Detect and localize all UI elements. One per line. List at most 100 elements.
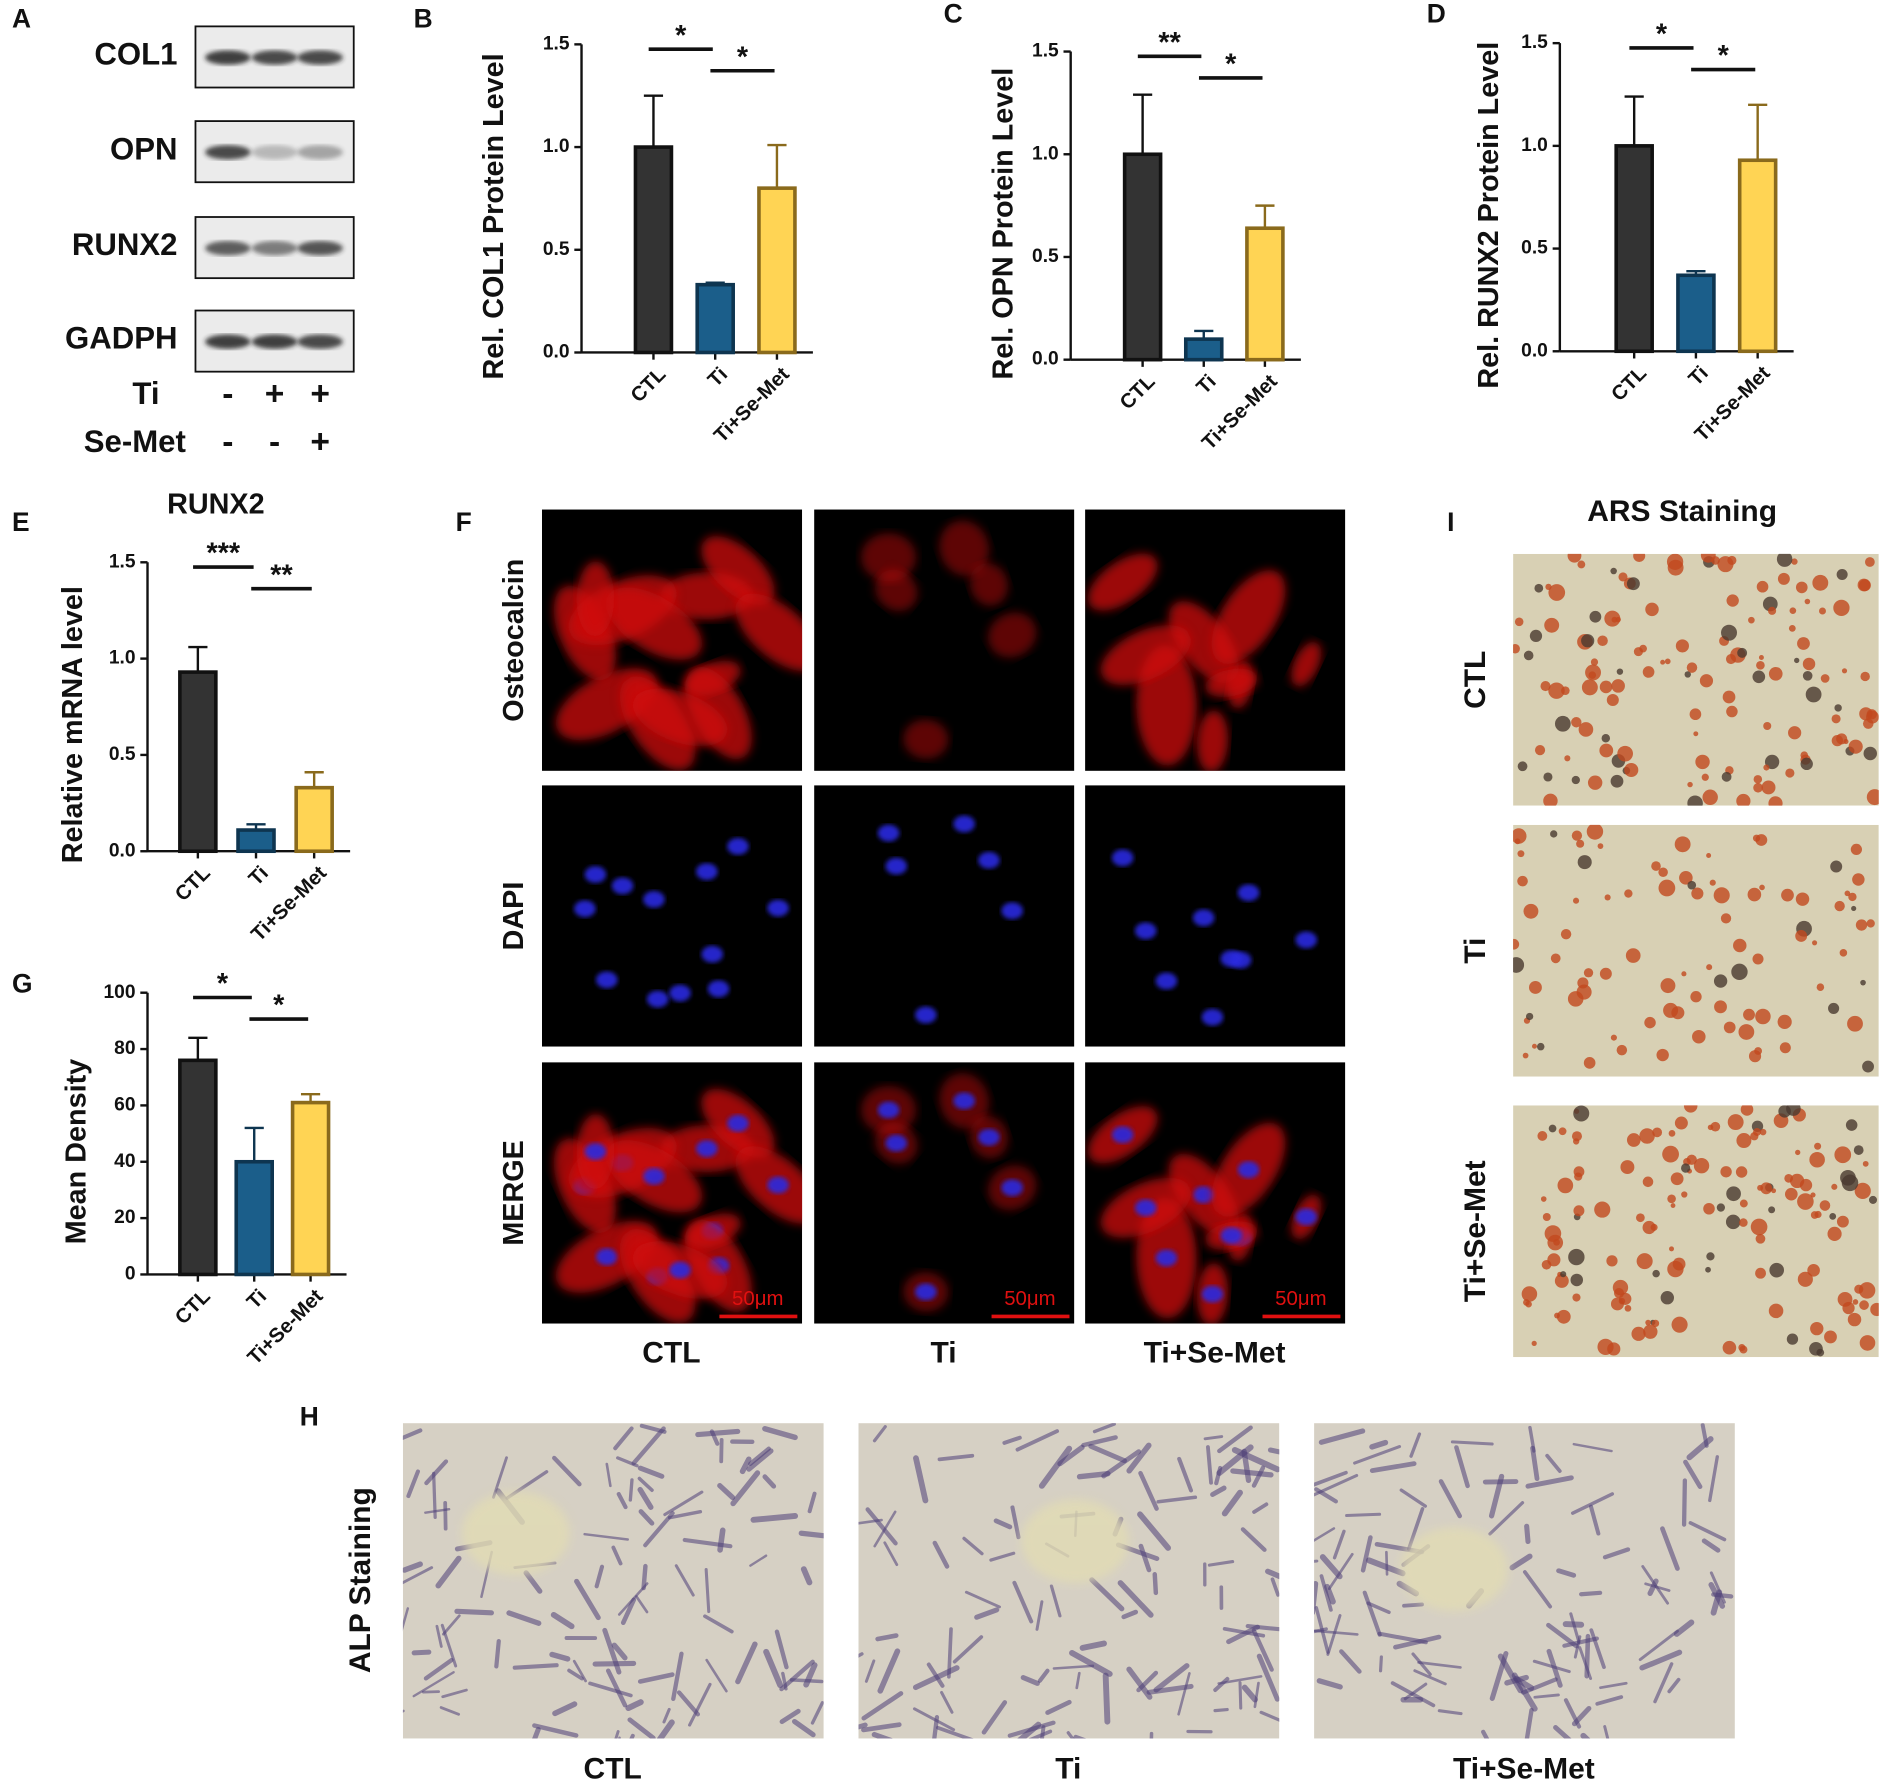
significance-label: *	[675, 20, 687, 52]
stain-streak	[858, 1722, 868, 1730]
chart-title: RUNX2	[167, 489, 265, 521]
stain-streak	[1177, 1672, 1191, 1716]
cell	[988, 612, 1037, 658]
stain-streak	[1089, 1577, 1125, 1612]
stain-streak	[1240, 1527, 1267, 1552]
panel-label: G	[12, 968, 33, 998]
stain-spot	[1860, 979, 1866, 986]
stain-spot	[1586, 824, 1604, 840]
micrograph	[541, 1062, 803, 1324]
stain-streak	[671, 1651, 684, 1702]
stain-spot	[1831, 714, 1841, 724]
bar	[757, 186, 797, 355]
stain-streak	[1602, 1547, 1631, 1560]
stain-streak	[628, 1478, 634, 1502]
stain-spot	[1853, 1145, 1864, 1155]
nucleus	[1155, 1249, 1178, 1267]
stain-streak	[912, 1707, 956, 1732]
nucleus	[595, 1248, 618, 1266]
stain-streak	[1345, 1512, 1382, 1518]
stain-spot	[1819, 1200, 1831, 1211]
stain-spot	[1616, 668, 1624, 675]
nucleus	[646, 990, 669, 1008]
nucleus	[701, 945, 724, 963]
cell	[1291, 641, 1322, 687]
stain-streak	[1049, 1584, 1062, 1618]
stain-spot	[1514, 617, 1524, 627]
micrograph	[814, 509, 1075, 771]
stain-streak	[432, 1471, 437, 1519]
stain-streak	[627, 1717, 656, 1739]
nucleus	[1134, 1199, 1157, 1217]
stain-spot	[1561, 686, 1570, 695]
stain-streak	[1251, 1465, 1266, 1488]
stain-spot	[1711, 556, 1720, 565]
stain-streak	[1579, 1590, 1603, 1597]
stain-streak	[1012, 1580, 1034, 1624]
stain-spot	[1703, 1202, 1715, 1215]
stain-streak	[1385, 1550, 1389, 1576]
stain-spot	[1652, 1269, 1660, 1278]
blot-band	[251, 334, 298, 349]
stain-streak	[791, 1718, 816, 1738]
stain-spot	[1517, 850, 1525, 858]
y-axis-label: Rel. OPN Protein Level	[987, 68, 1019, 380]
stain-streak	[637, 1672, 675, 1684]
stain-spot	[1768, 796, 1783, 806]
stain-streak	[1241, 1684, 1258, 1703]
stain-spot	[1866, 789, 1879, 806]
micrograph-background	[1085, 785, 1346, 1047]
stain-streak	[1319, 1574, 1333, 1612]
stain-streak	[1454, 1445, 1470, 1489]
stain-streak	[618, 1736, 621, 1739]
stain-spot	[1848, 892, 1857, 902]
stain-spot	[1748, 1050, 1762, 1063]
stain-streak	[746, 1448, 774, 1472]
stain-spot	[1858, 1282, 1876, 1299]
stain-spot	[1839, 949, 1848, 957]
column-label: Ti	[1055, 1753, 1081, 1784]
cell	[632, 688, 728, 747]
stain-streak	[1641, 1565, 1670, 1605]
stain-streak	[592, 1660, 637, 1667]
significance-label: ***	[207, 538, 241, 570]
stain-spot	[1713, 974, 1728, 988]
stain-spot	[1656, 1048, 1669, 1062]
stain-spot	[1761, 780, 1776, 795]
stain-spot	[1531, 1043, 1537, 1049]
stain-spot	[1594, 1201, 1611, 1218]
stain-spot	[1687, 795, 1703, 806]
bar	[1676, 273, 1716, 354]
stain-streak	[574, 1578, 601, 1621]
treatment-sign: +	[265, 376, 285, 413]
stain-spot	[1866, 919, 1875, 928]
bar	[178, 1058, 218, 1277]
y-tick-label: 0.0	[109, 840, 136, 861]
stain-spot	[1667, 1260, 1684, 1278]
stain-spot	[1599, 967, 1612, 980]
stain-spot	[1720, 913, 1732, 924]
stain-spot	[1809, 1152, 1825, 1168]
stain-streak	[1156, 1495, 1198, 1504]
stain-streak	[1217, 1425, 1253, 1454]
stain-streak	[1126, 1442, 1152, 1474]
stain-streak	[883, 1541, 899, 1567]
bar	[1245, 226, 1285, 362]
cell	[1211, 570, 1286, 664]
stain-spot	[1848, 739, 1863, 754]
stain-streak	[583, 1532, 629, 1541]
stain-spot	[1713, 887, 1730, 904]
stain-spot	[1738, 1024, 1755, 1040]
stain-streak	[1572, 1442, 1613, 1453]
stain-spot	[1845, 1119, 1858, 1131]
stain-streak	[981, 1700, 1008, 1735]
stain-streak	[1102, 1672, 1111, 1725]
y-tick-label: 0.0	[1032, 349, 1059, 370]
stain-spot	[1554, 1273, 1569, 1288]
stain-streak	[1524, 1707, 1534, 1739]
stain-spot	[1523, 903, 1539, 919]
nucleus	[1192, 909, 1215, 927]
y-tick-label: 0	[125, 1264, 136, 1285]
stain-spot	[1529, 629, 1543, 643]
stain-spot	[1763, 721, 1772, 731]
